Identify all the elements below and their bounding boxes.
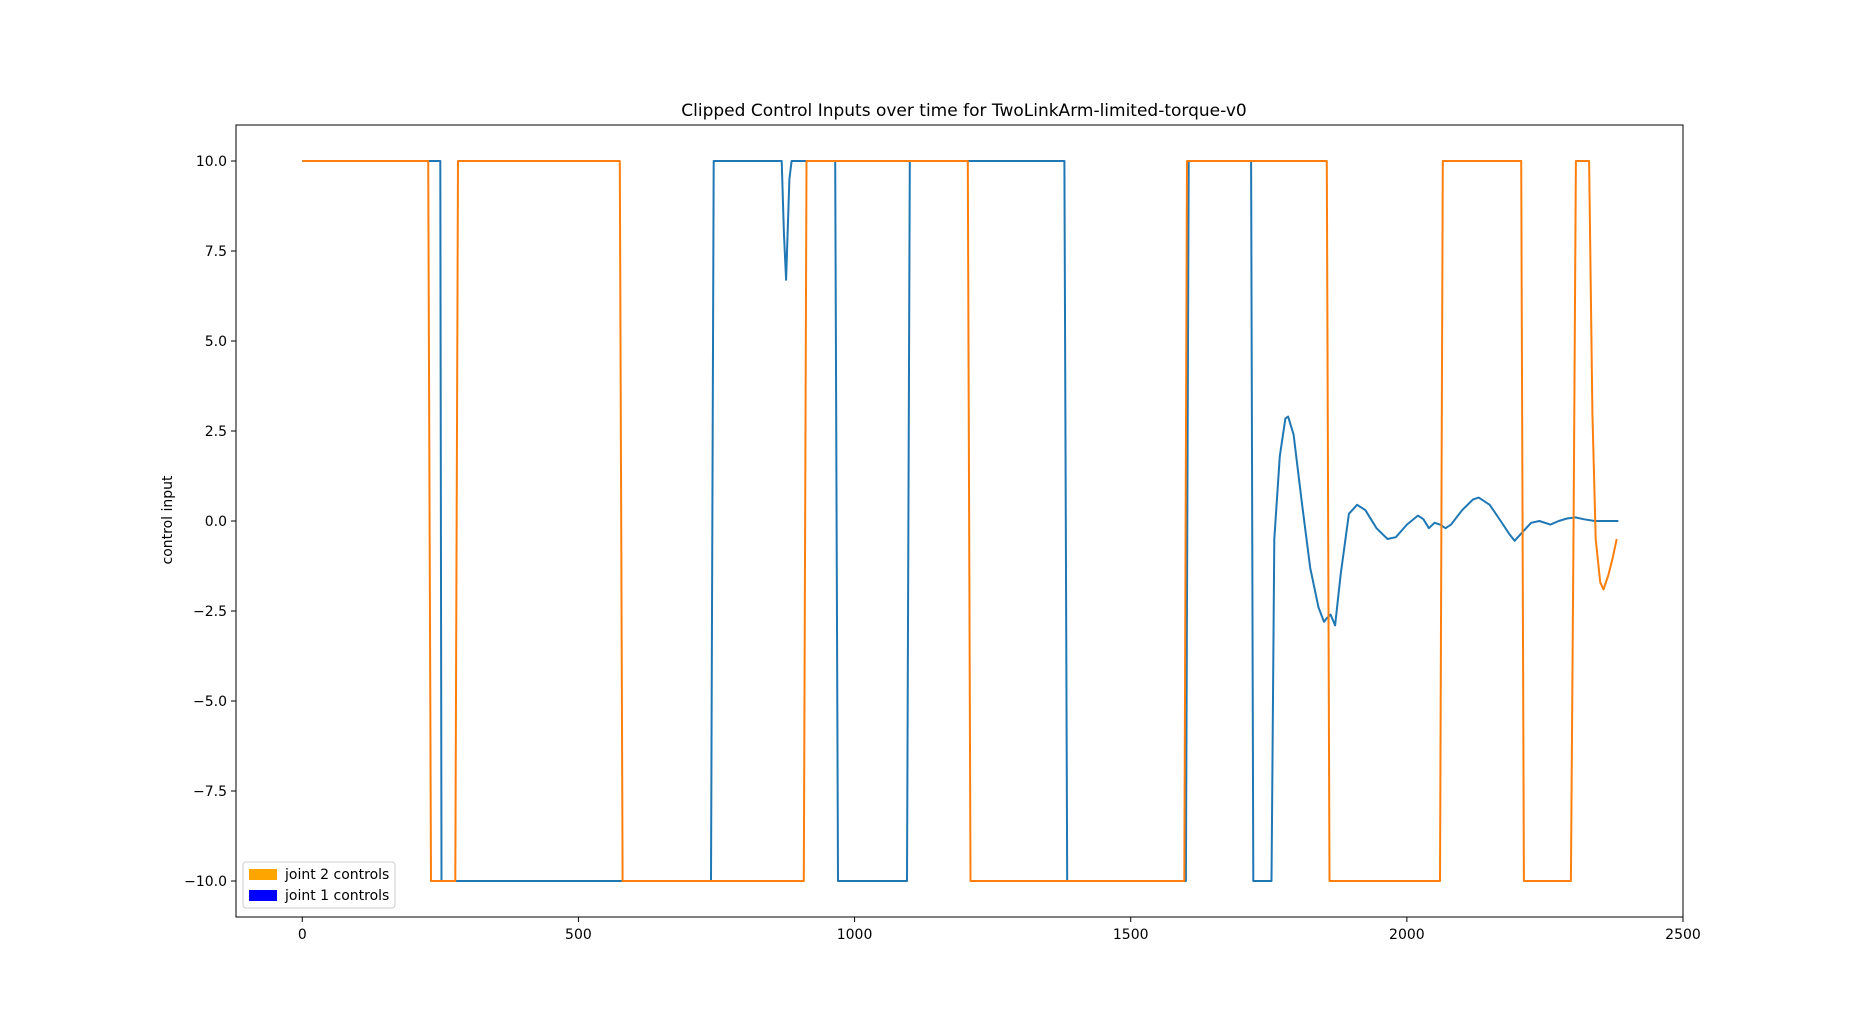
x-tick-label: 2000 bbox=[1389, 927, 1425, 943]
y-tick-label: 0.0 bbox=[205, 514, 227, 530]
y-tick-label: 2.5 bbox=[205, 424, 227, 440]
series-line-2 bbox=[302, 160, 1618, 882]
y-axis: 10.0 7.5 5.0 2.5 0.0 −2.5 −5.0 −7.5 −10.0 bbox=[184, 154, 236, 890]
x-tick-label: 2500 bbox=[1665, 927, 1701, 943]
legend-label-joint-2: joint 2 controls bbox=[284, 867, 389, 883]
x-axis: 0 500 1000 1500 2000 2500 bbox=[298, 917, 1701, 943]
legend: joint 2 controls joint 1 controls bbox=[242, 861, 396, 909]
y-tick-label: −7.5 bbox=[193, 784, 227, 800]
series-layer bbox=[302, 160, 1619, 882]
x-tick-label: 1000 bbox=[837, 927, 873, 943]
y-tick-label: 10.0 bbox=[196, 154, 227, 170]
y-tick-label: −10.0 bbox=[184, 874, 227, 890]
legend-swatch-joint-2 bbox=[249, 869, 277, 880]
y-axis-label: control input bbox=[160, 475, 176, 565]
legend-swatch-joint-1 bbox=[249, 890, 277, 901]
y-tick-label: −2.5 bbox=[193, 604, 227, 620]
x-tick-label: 500 bbox=[565, 927, 592, 943]
y-tick-label: −5.0 bbox=[193, 694, 227, 710]
y-tick-label: 7.5 bbox=[205, 244, 227, 260]
legend-label-joint-1: joint 1 controls bbox=[284, 888, 389, 904]
legend-box bbox=[242, 861, 396, 909]
series-line-1 bbox=[302, 160, 1619, 882]
y-tick-label: 5.0 bbox=[205, 334, 227, 350]
chart-title: Clipped Control Inputs over time for Two… bbox=[681, 101, 1246, 121]
x-tick-label: 1500 bbox=[1113, 927, 1149, 943]
x-tick-label: 0 bbox=[298, 927, 307, 943]
